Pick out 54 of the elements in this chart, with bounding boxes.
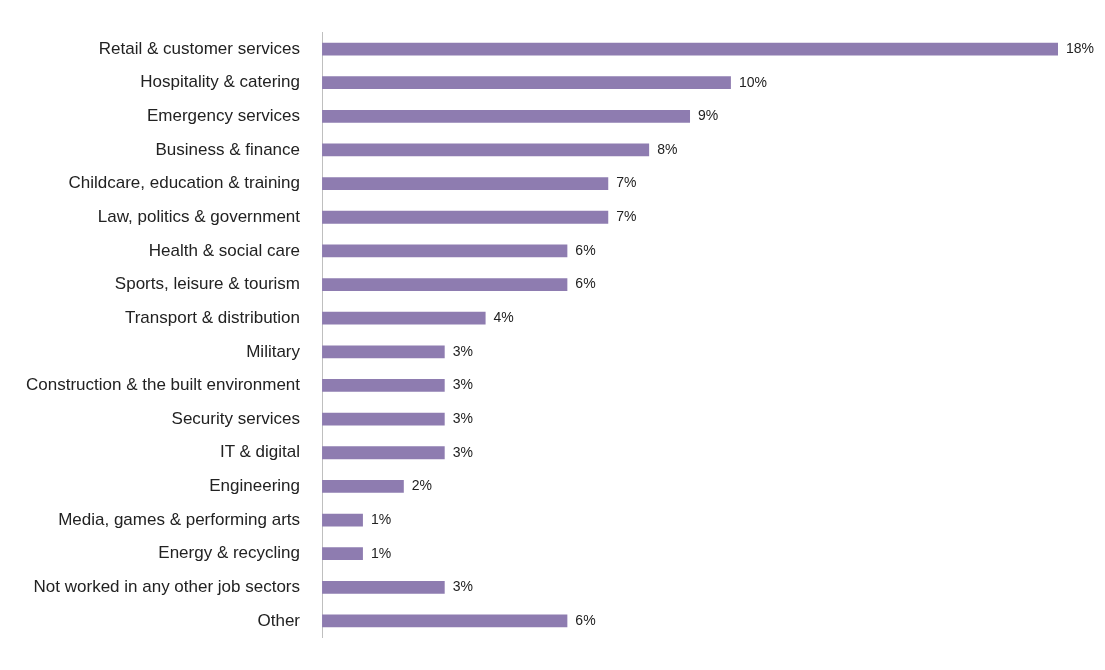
bar <box>322 446 445 460</box>
y-tick-label: Energy & recycling <box>158 543 301 563</box>
bar <box>322 177 609 190</box>
data-label: 1% <box>370 510 392 527</box>
y-tick-label: Engineering <box>209 476 301 496</box>
bar <box>322 143 650 157</box>
data-label: 3% <box>452 578 473 595</box>
y-tick-label: IT & digital <box>220 442 301 462</box>
y-tick-label: Health & social care <box>148 240 301 260</box>
data-label: 1% <box>370 544 392 561</box>
bar <box>322 311 486 325</box>
bar <box>322 580 445 594</box>
data-label: 10% <box>738 73 767 90</box>
data-label: 6% <box>575 275 596 292</box>
data-label: 8% <box>657 140 678 157</box>
data-label: 7% <box>616 208 637 225</box>
y-tick-label: Military <box>246 341 301 361</box>
bar <box>322 480 404 493</box>
data-label: 7% <box>616 174 637 191</box>
bar <box>322 547 363 561</box>
data-label: 9% <box>698 107 719 124</box>
data-label: 6% <box>575 241 596 258</box>
bar <box>322 345 445 359</box>
data-label: 2% <box>411 477 433 494</box>
bar <box>322 210 609 224</box>
data-label: 3% <box>452 342 473 359</box>
bar <box>322 513 363 527</box>
y-tick-label: Construction & the built environment <box>25 375 301 395</box>
data-label: 3% <box>452 409 473 426</box>
bar <box>322 278 568 291</box>
bar <box>322 614 568 628</box>
y-tick-label: Childcare, education & training <box>68 173 301 193</box>
data-label: 3% <box>452 443 473 460</box>
y-tick-label: Law, politics & government <box>97 206 301 226</box>
bar <box>322 109 691 123</box>
data-label: 18% <box>1066 39 1095 56</box>
y-tick-label: Emergency services <box>146 106 301 125</box>
y-tick-label: Retail & customer services <box>98 38 301 58</box>
data-label: 3% <box>452 376 473 393</box>
y-tick-label: Not worked in any other job sectors <box>33 577 301 597</box>
bar <box>322 244 568 258</box>
data-label: 6% <box>575 611 596 628</box>
y-tick-label: Other <box>257 610 301 630</box>
bar <box>322 42 1058 56</box>
y-tick-label: Security services <box>171 408 301 428</box>
y-tick-label: Transport & distribution <box>124 307 301 327</box>
data-label: 4% <box>493 309 514 326</box>
y-tick-label: Business & finance <box>155 139 301 159</box>
bar <box>322 379 445 392</box>
y-tick-label: Hospitality & catering <box>140 72 301 92</box>
y-tick-label: Media, games & performing arts <box>58 509 301 529</box>
bar <box>322 76 731 90</box>
bar <box>322 412 445 426</box>
y-tick-label: Sports, leisure & tourism <box>114 274 301 294</box>
